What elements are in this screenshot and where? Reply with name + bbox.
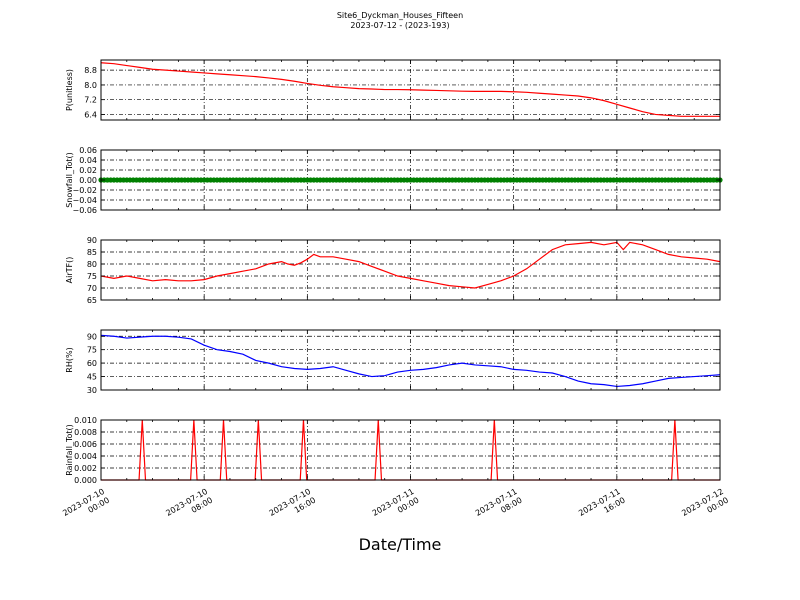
y-tick-label: 45 bbox=[87, 373, 97, 382]
y-tick-label: 0.008 bbox=[74, 428, 97, 437]
y-tick-label: 0.002 bbox=[74, 464, 97, 473]
series-line bbox=[100, 62, 720, 117]
y-axis-label: Snowfall_Tot() bbox=[65, 152, 74, 208]
y-tick-label: 0.00 bbox=[79, 176, 97, 185]
chart-title: Site6_Dyckman_Houses_Fifteen bbox=[336, 11, 464, 20]
y-tick-label: 0.06 bbox=[79, 146, 97, 155]
y-tick-label: −0.06 bbox=[72, 206, 97, 215]
series-line bbox=[100, 241, 721, 289]
y-tick-label: −0.04 bbox=[72, 196, 97, 205]
y-axis-label: P(unitless) bbox=[65, 69, 74, 111]
subplot-3: 65 70 75 80 85 90 AirTF() bbox=[65, 236, 721, 305]
subplot-5: 0.000 0.002 0.004 0.006 0.008 0.010Rainfall_T… bbox=[65, 416, 721, 485]
y-tick-label: 0.04 bbox=[79, 156, 97, 165]
y-tick-label: 0.000 bbox=[74, 476, 97, 485]
y-tick-label: 70 bbox=[87, 284, 97, 293]
y-axis-label: RH(%) bbox=[65, 347, 74, 372]
y-axis-label: Rainfall_Tot() bbox=[65, 424, 74, 476]
y-tick-label: 90 bbox=[87, 332, 97, 341]
subplot-4: 30 45 60 75 90 RH(%) bbox=[65, 329, 721, 395]
chart-subtitle: 2023-07-12 - (2023-193) bbox=[350, 21, 450, 30]
y-tick-label: −0.02 bbox=[72, 186, 97, 195]
y-tick-label: 6.4 bbox=[84, 110, 97, 119]
y-tick-label: 90 bbox=[87, 236, 97, 245]
y-tick-label: 7.2 bbox=[84, 96, 97, 105]
y-tick-label: 8.8 bbox=[84, 66, 97, 75]
y-tick-label: 8.0 bbox=[84, 81, 97, 90]
snowfall-series bbox=[98, 177, 723, 183]
subplot-2: −0.06−0.04−0.020.000.020.040.06 Snowfall_… bbox=[65, 146, 723, 215]
x-axis-title: Date/Time bbox=[358, 535, 442, 554]
y-tick-label: 0.010 bbox=[74, 416, 97, 425]
y-tick-label: 0.02 bbox=[79, 166, 97, 175]
y-tick-label: 0.004 bbox=[74, 452, 97, 461]
y-tick-label: 85 bbox=[87, 248, 97, 257]
subplot-1: 6.4 7.2 8.0 8.8 P(unitless) bbox=[65, 59, 721, 121]
y-tick-label: 75 bbox=[87, 346, 97, 355]
y-axis-label: AirTF() bbox=[65, 257, 74, 284]
y-tick-label: 0.006 bbox=[74, 440, 97, 449]
y-tick-label: 75 bbox=[87, 272, 97, 281]
y-tick-label: 30 bbox=[87, 386, 97, 395]
y-tick-label: 60 bbox=[87, 359, 97, 368]
y-tick-label: 65 bbox=[87, 296, 97, 305]
y-tick-label: 80 bbox=[87, 260, 97, 269]
